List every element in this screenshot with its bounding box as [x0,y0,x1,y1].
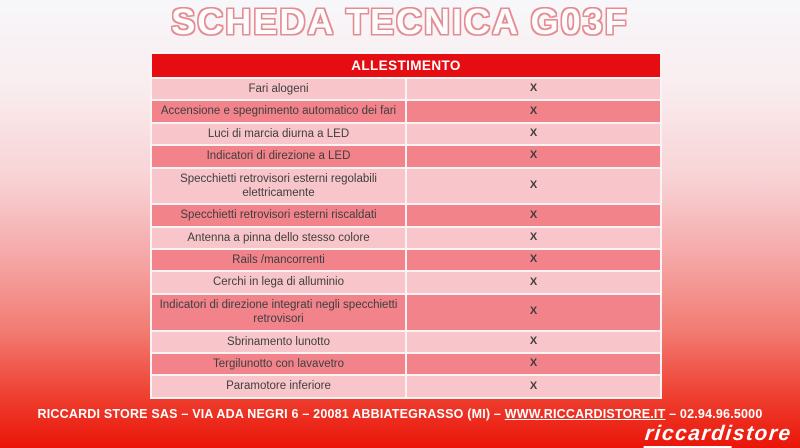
feature-label-cell: Accensione e spegnimento automatico dei … [150,99,407,124]
footer-company-address: RICCARDI STORE SAS – VIA ADA NEGRI 6 – 2… [37,407,505,421]
feature-value-cell: X [405,121,662,147]
feature-value-cell: X [405,247,662,273]
riccardistore-logo: riccardistore [643,422,794,448]
feature-label-cell: Luci di marcia diurna a LED [150,121,407,147]
feature-value-cell: X [405,166,662,206]
table-row: Paramotore inferiore X [150,374,662,399]
feature-value-cell: X [405,374,662,399]
website-link[interactable]: WWW.RICCARDISTORE.IT [504,407,666,421]
table-header-row: ALLESTIMENTO [150,52,662,79]
feature-value-cell: X [405,203,662,228]
table-header: ALLESTIMENTO [150,52,662,79]
feature-label-cell: Rails /mancorrenti [150,247,407,273]
footer-phone: – 02.94.96.5000 [665,407,763,421]
feature-value-cell: X [405,329,662,354]
feature-label-cell: Paramotore inferiore [150,374,407,399]
logo-text-secondary: store [731,422,794,445]
table-row: Rails /mancorrenti X [150,247,662,273]
feature-value-cell: X [405,351,662,377]
table-row: Accensione e spegnimento automatico dei … [150,99,662,124]
table-row: Fari alogeni X [150,76,662,102]
table-row: Indicatori di direzione a LED X [150,144,662,169]
allestimento-table: ALLESTIMENTO Fari alogeni X Accensione e… [150,52,662,399]
table-row: Indicatori di direzione integrati negli … [150,292,662,332]
page-title: SCHEDA TECNICA G03F [171,1,629,42]
feature-label-cell: Antenna a pinna dello stesso colore [150,225,407,251]
table-row: Specchietti retrovisori esterni regolabi… [150,166,662,206]
footer-contact-line: RICCARDI STORE SAS – VIA ADA NEGRI 6 – 2… [0,407,800,421]
feature-label-cell: Specchietti retrovisori esterni riscalda… [150,203,407,228]
feature-value-cell: X [405,292,662,332]
feature-label-cell: Tergilunotto con lavavetro [150,351,407,377]
feature-label-cell: Cerchi in lega di alluminio [150,270,407,295]
table-row: Specchietti retrovisori esterni riscalda… [150,203,662,228]
logo-text-primary: riccardi [643,422,735,448]
feature-label-cell: Specchietti retrovisori esterni regolabi… [150,166,407,206]
feature-value-cell: X [405,144,662,169]
table-row: Cerchi in lega di alluminio X [150,270,662,295]
table-row: Antenna a pinna dello stesso colore X [150,225,662,251]
feature-label-cell: Fari alogeni [150,76,407,102]
table-row: Sbrinamento lunotto X [150,329,662,354]
feature-label-cell: Sbrinamento lunotto [150,329,407,354]
feature-label-cell: Indicatori di direzione a LED [150,144,407,169]
feature-label-cell: Indicatori di direzione integrati negli … [150,292,407,332]
table-row: Luci di marcia diurna a LED X [150,121,662,147]
feature-value-cell: X [405,99,662,124]
feature-value-cell: X [405,76,662,102]
table-row: Tergilunotto con lavavetro X [150,351,662,377]
feature-value-cell: X [405,225,662,251]
feature-value-cell: X [405,270,662,295]
